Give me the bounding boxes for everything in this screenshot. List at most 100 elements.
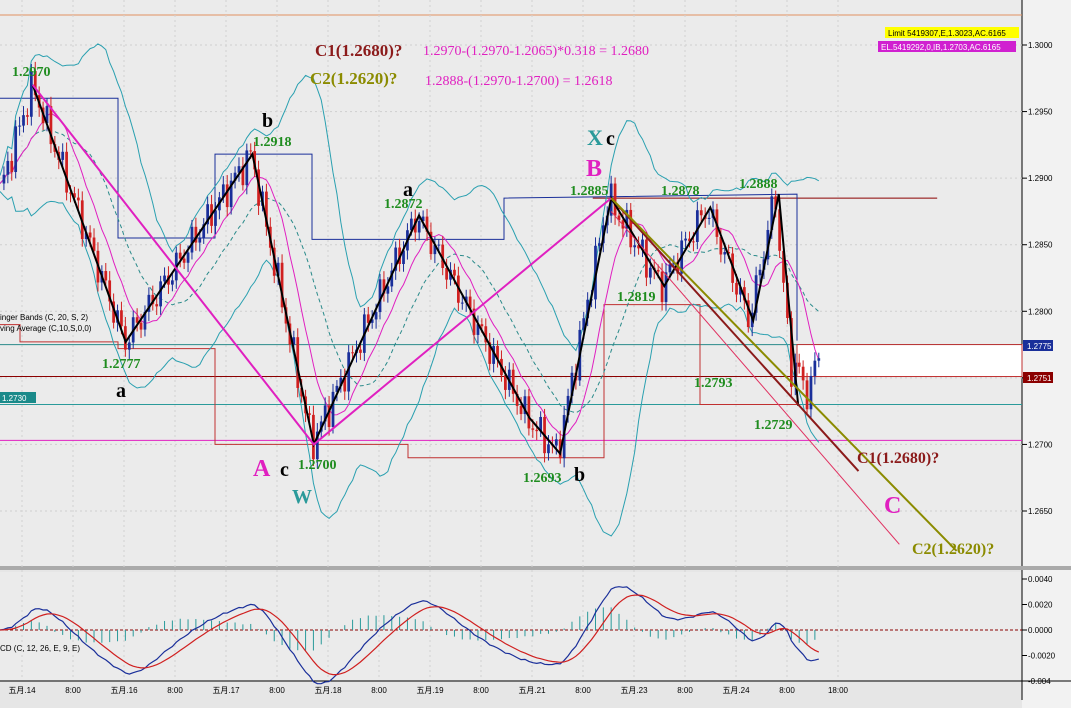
candle-body — [14, 126, 18, 173]
candle-body — [633, 245, 637, 248]
x-tick-label: 五月.17 — [212, 686, 240, 695]
candle-body — [366, 314, 370, 323]
candle-body — [770, 196, 774, 230]
price-axis — [1022, 0, 1071, 708]
candle-body — [120, 310, 123, 327]
candle-body — [386, 286, 390, 294]
candle-body — [637, 245, 640, 249]
limit-order-tag: Limit 5419307,E,1.3023,AC.6165 — [888, 29, 1006, 38]
macd-tick-label: 0.0000 — [1028, 626, 1053, 635]
candle-body — [233, 172, 237, 181]
candle-body — [566, 395, 570, 416]
candle-body — [92, 237, 96, 251]
candle-body — [61, 151, 65, 160]
x-tick-label: 8:00 — [575, 686, 591, 695]
candle-body — [76, 197, 80, 201]
candle-body — [723, 252, 727, 255]
candle-body — [315, 431, 319, 460]
candle-body — [547, 444, 550, 454]
period-low-line — [0, 304, 797, 459]
candle-body — [300, 387, 304, 397]
y-tick-label: 1.2850 — [1028, 241, 1053, 250]
x-tick-label: 五月.21 — [518, 686, 546, 695]
c2-target-name: C2(1.2620)? — [310, 69, 397, 88]
candle-body — [335, 385, 339, 392]
x-tick-label: 8:00 — [473, 686, 489, 695]
c-channel-line — [610, 211, 900, 545]
price-label-1-2729: 1.2729 — [754, 418, 793, 433]
macd-legend: CD (C, 12, 26, E, 9, E) — [0, 644, 80, 653]
candle-body — [668, 264, 672, 273]
price-label-1-2819: 1.2819 — [617, 290, 656, 305]
candle-body — [774, 196, 778, 210]
candle-body — [660, 271, 664, 303]
candle-body — [492, 346, 495, 364]
x-tick-label: 五月.16 — [110, 686, 138, 695]
candle-body — [782, 250, 785, 283]
wave-label-b2: b — [574, 464, 585, 486]
candle-body — [206, 204, 210, 225]
candle-body — [813, 360, 817, 376]
y-tick-label: 1.2900 — [1028, 174, 1053, 183]
candle-body — [312, 414, 315, 460]
ma-legend: ving Average (C,10,S,0,0) — [0, 324, 92, 333]
macd-series — [0, 586, 1022, 685]
candle-body — [409, 218, 413, 231]
candle-body — [382, 279, 386, 294]
candle-body — [33, 71, 37, 96]
candle-body — [648, 267, 652, 278]
candle-body — [163, 275, 166, 282]
price-label-1-2888: 1.2888 — [739, 177, 778, 192]
wave-zigzag-black — [31, 84, 800, 456]
candle-body — [464, 296, 468, 303]
candle-body — [484, 326, 488, 343]
candle-body — [390, 270, 394, 287]
candle-body — [265, 191, 268, 227]
period-high-line — [0, 97, 798, 341]
candle-body — [147, 294, 151, 312]
candle-body — [570, 372, 574, 396]
candle-body — [108, 280, 112, 302]
candle-body — [151, 294, 155, 305]
level-tag-1-2730: 1.2730 — [2, 394, 27, 403]
candle-body — [598, 243, 601, 246]
candle-body — [421, 216, 425, 222]
macd-tick-label: -0.004 — [1028, 677, 1051, 686]
candle-body — [625, 209, 629, 229]
candle-body — [688, 238, 691, 242]
x-tick-label: 8:00 — [779, 686, 795, 695]
candle-body — [370, 319, 374, 323]
bollinger-lower — [0, 191, 820, 537]
candle-body — [374, 312, 378, 320]
x-tick-label: 8:00 — [269, 686, 285, 695]
candle-body — [225, 184, 229, 208]
el-order-tag: EL.5419292,0,IB,1.2703,AC.6165 — [881, 43, 1001, 52]
wave-label-A: A — [253, 456, 271, 482]
macd-panel — [0, 572, 1022, 680]
candle-body — [797, 362, 801, 367]
candle-body — [515, 393, 519, 406]
bollinger-upper — [0, 43, 820, 352]
candle-body — [460, 302, 464, 304]
candle-body — [727, 252, 731, 254]
price-panel — [0, 0, 1022, 568]
candle-body — [84, 232, 88, 240]
candle-body — [171, 280, 174, 285]
candle-body — [178, 252, 182, 259]
x-tick-label: 五月.18 — [314, 686, 342, 695]
c2-line-label: C2(1.2620)? — [912, 541, 994, 558]
macd-tick-label: 0.0040 — [1028, 575, 1053, 584]
candle-body — [127, 342, 131, 350]
candle-body — [468, 296, 472, 309]
y-tick-label: 1.2800 — [1028, 307, 1053, 316]
candle-body — [347, 352, 351, 392]
wave-label-W: W — [292, 486, 312, 508]
candle-body — [472, 308, 476, 335]
candle-body — [10, 160, 14, 173]
candle-body — [198, 237, 202, 243]
macd-tick-label: -0.0020 — [1028, 652, 1056, 661]
price-label-1-2777: 1.2777 — [102, 357, 141, 372]
candle-body — [586, 299, 590, 319]
candle-body — [801, 366, 805, 381]
